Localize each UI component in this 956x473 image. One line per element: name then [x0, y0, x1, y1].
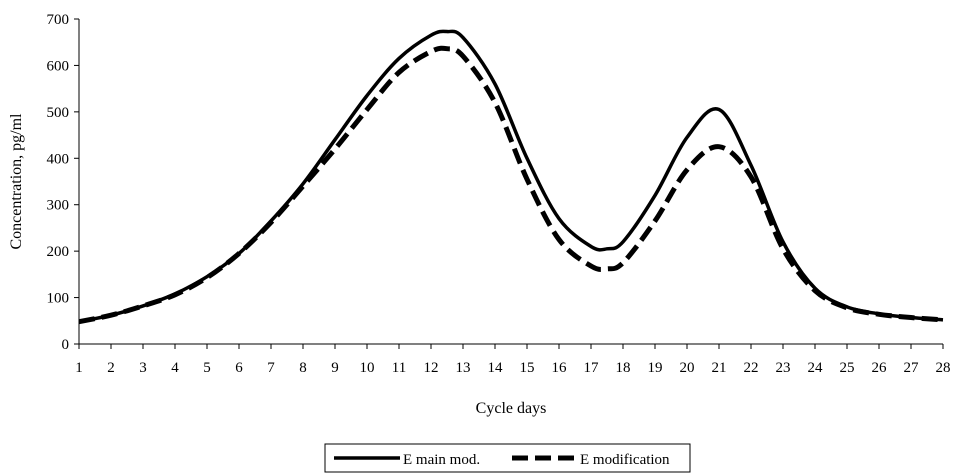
x-tick-label: 4 — [171, 360, 179, 376]
x-tick-label: 19 — [648, 360, 663, 376]
y-tick-label: 200 — [47, 244, 70, 260]
x-tick-label: 3 — [139, 360, 147, 376]
x-tick-label: 6 — [235, 360, 243, 376]
x-tick-label: 22 — [744, 360, 759, 376]
x-axis-ticks: 1 2 3 4 5 6 7 8 9 10 11 12 13 14 15 16 17 18 19 20 21 22 23 24 2… — [75, 344, 951, 376]
y-tick-label: 700 — [47, 12, 70, 28]
x-tick-label: 7 — [267, 360, 275, 376]
axes — [78, 19, 943, 345]
legend: E main mod. E modification — [324, 443, 691, 473]
x-tick-label: 1 — [75, 360, 83, 376]
x-tick-label: 18 — [616, 360, 631, 376]
legend-label-e-main-mod: E main mod. — [403, 452, 480, 468]
x-tick-label: 21 — [712, 360, 727, 376]
x-tick-label: 10 — [360, 360, 375, 376]
x-tick-label: 13 — [456, 360, 471, 376]
x-axis-title: Cycle days — [476, 400, 547, 417]
y-tick-label: 400 — [47, 151, 70, 167]
y-tick-label: 500 — [47, 105, 70, 121]
y-axis-ticks: 0 100 200 300 400 500 600 700 — [47, 12, 79, 353]
y-tick-label: 0 — [62, 337, 70, 353]
x-tick-label: 11 — [392, 360, 406, 376]
x-tick-label: 28 — [936, 360, 951, 376]
series-line-e-modification — [78, 45, 944, 325]
x-tick-label: 24 — [808, 360, 824, 376]
y-tick-label: 600 — [47, 58, 70, 74]
y-tick-label: 300 — [47, 198, 70, 214]
x-tick-label: 9 — [331, 360, 339, 376]
x-tick-label: 5 — [203, 360, 211, 376]
series-layer — [78, 29, 944, 325]
x-tick-label: 8 — [299, 360, 307, 376]
x-tick-label: 25 — [840, 360, 855, 376]
x-tick-label: 14 — [488, 360, 504, 376]
x-tick-label: 15 — [520, 360, 535, 376]
x-tick-label: 20 — [680, 360, 695, 376]
x-tick-label: 26 — [872, 360, 888, 376]
x-tick-label: 27 — [904, 360, 920, 376]
y-tick-label: 100 — [47, 291, 70, 307]
y-axis-title: Concentration, pg/ml — [8, 113, 25, 250]
series-line-e-main-mod — [78, 29, 944, 324]
legend-label-e-modification: E modification — [580, 452, 670, 468]
x-tick-label: 16 — [552, 360, 568, 376]
x-tick-label: 17 — [584, 360, 600, 376]
x-tick-label: 23 — [776, 360, 791, 376]
x-tick-label: 2 — [107, 360, 115, 376]
legend-box — [324, 443, 691, 473]
x-tick-label: 12 — [424, 360, 439, 376]
